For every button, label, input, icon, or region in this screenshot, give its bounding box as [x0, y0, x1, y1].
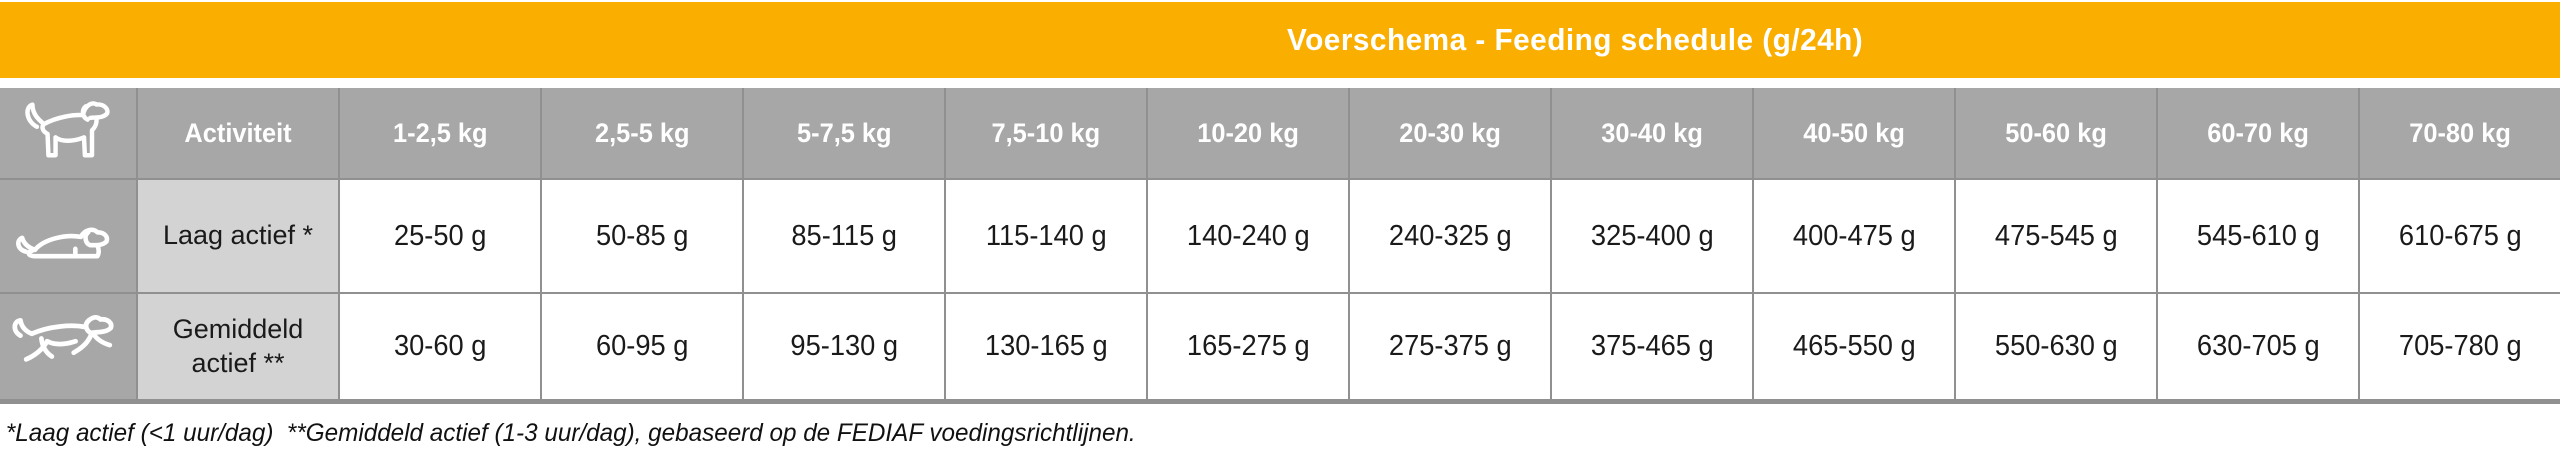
table-cell: 375-465 g	[1552, 294, 1752, 399]
medium-active-icon-cell	[0, 294, 136, 399]
table-cell: 400-475 g	[1754, 180, 1954, 292]
column-header-weight: 40-50 kg	[1754, 88, 1954, 178]
table-cell: 115-140 g	[946, 180, 1146, 292]
row-label-medium-active: Gemiddeld actief **	[138, 294, 338, 399]
table-cell: 705-780 g	[2360, 294, 2560, 399]
table-cell: 475-545 g	[1956, 180, 2156, 292]
column-header-weight: 70-80 kg	[2360, 88, 2560, 178]
table-cell: 275-375 g	[1350, 294, 1550, 399]
table-cell: 130-165 g	[946, 294, 1146, 399]
table-cell: 85-115 g	[744, 180, 944, 292]
table-cell: 550-630 g	[1956, 294, 2156, 399]
standing-dog-icon	[25, 101, 110, 158]
table-cell: 630-705 g	[2158, 294, 2358, 399]
table-cell: 165-275 g	[1148, 294, 1348, 399]
column-header-activity: Activiteit	[138, 88, 338, 178]
corner-icon-cell	[0, 88, 136, 178]
table-cell: 30-60 g	[340, 294, 540, 399]
page-title: Voerschema - Feeding schedule (g/24h)	[1286, 22, 1864, 57]
column-header-weight: 5-7,5 kg	[744, 88, 944, 178]
table-cell: 50-85 g	[542, 180, 742, 292]
column-header-weight: 2,5-5 kg	[542, 88, 742, 178]
table-cell: 610-675 g	[2360, 180, 2560, 292]
column-header-weight: 30-40 kg	[1552, 88, 1752, 178]
table-cell: 465-550 g	[1754, 294, 1954, 399]
table-cell: 25-50 g	[340, 180, 540, 292]
table-cell: 140-240 g	[1148, 180, 1348, 292]
footnote: *Laag actief (<1 uur/dag) **Gemiddeld ac…	[5, 419, 1136, 447]
row-label-low-active: Laag actief *	[138, 180, 338, 292]
column-header-weight: 50-60 kg	[1956, 88, 2156, 178]
table-cell: 95-130 g	[744, 294, 944, 399]
running-dog-icon	[12, 314, 114, 362]
column-header-weight: 7,5-10 kg	[946, 88, 1146, 178]
table-cell: 325-400 g	[1552, 180, 1752, 292]
column-header-weight: 10-20 kg	[1148, 88, 1348, 178]
column-header-weight: 1-2,5 kg	[340, 88, 540, 178]
column-header-weight: 20-30 kg	[1350, 88, 1550, 178]
lying-dog-icon	[16, 227, 110, 259]
column-header-weight: 60-70 kg	[2158, 88, 2358, 178]
title-bar: Voerschema - Feeding schedule (g/24h)	[0, 2, 2560, 78]
table-cell: 240-325 g	[1350, 180, 1550, 292]
table-cell: 60-95 g	[542, 294, 742, 399]
table-cell: 545-610 g	[2158, 180, 2358, 292]
feeding-table: Activiteit 1-2,5 kg 2,5-5 kg 5-7,5 kg 7,…	[0, 88, 2560, 404]
low-active-icon-cell	[0, 180, 136, 292]
